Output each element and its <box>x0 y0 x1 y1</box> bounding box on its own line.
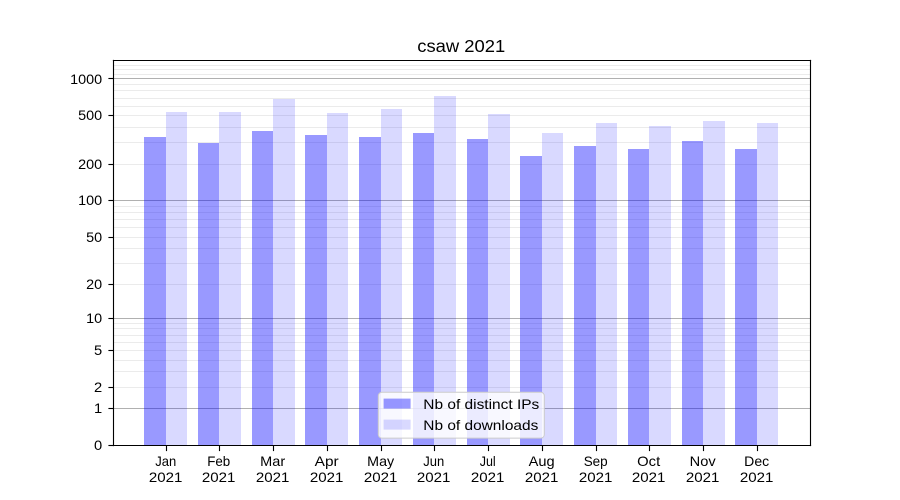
svg-text:2021: 2021 <box>471 469 505 485</box>
svg-text:100: 100 <box>78 192 102 208</box>
svg-text:1: 1 <box>94 400 102 416</box>
svg-text:2021: 2021 <box>632 469 666 485</box>
svg-text:Nov: Nov <box>690 453 716 469</box>
svg-text:csaw 2021: csaw 2021 <box>417 36 505 56</box>
svg-text:2021: 2021 <box>417 469 451 485</box>
svg-text:Nb of distinct IPs: Nb of distinct IPs <box>423 396 539 412</box>
svg-text:Oct: Oct <box>637 453 660 469</box>
svg-text:Apr: Apr <box>315 453 339 469</box>
svg-text:Aug: Aug <box>529 453 555 469</box>
svg-text:2021: 2021 <box>525 469 559 485</box>
svg-text:2021: 2021 <box>202 469 236 485</box>
svg-text:2021: 2021 <box>310 469 344 485</box>
svg-text:Sep: Sep <box>584 453 608 469</box>
svg-text:Dec: Dec <box>744 453 769 469</box>
svg-text:Nb of downloads: Nb of downloads <box>423 417 538 433</box>
svg-text:May: May <box>367 453 394 469</box>
svg-text:Mar: Mar <box>260 453 285 469</box>
svg-text:2021: 2021 <box>256 469 290 485</box>
svg-text:10: 10 <box>86 310 102 326</box>
svg-text:2021: 2021 <box>686 469 720 485</box>
svg-text:Jan: Jan <box>155 453 176 469</box>
svg-text:5: 5 <box>94 342 102 358</box>
svg-text:500: 500 <box>78 107 102 123</box>
svg-text:Jun: Jun <box>423 453 444 469</box>
svg-text:200: 200 <box>78 156 102 172</box>
svg-text:20: 20 <box>86 276 102 292</box>
svg-text:2: 2 <box>94 379 102 395</box>
svg-text:2021: 2021 <box>149 469 183 485</box>
svg-text:2021: 2021 <box>740 469 774 485</box>
svg-text:0: 0 <box>94 437 102 453</box>
svg-text:Feb: Feb <box>207 453 230 469</box>
svg-text:1000: 1000 <box>70 71 102 87</box>
svg-text:50: 50 <box>86 229 102 245</box>
svg-text:2021: 2021 <box>364 469 398 485</box>
svg-text:Jul: Jul <box>480 453 496 469</box>
svg-text:2021: 2021 <box>579 469 613 485</box>
